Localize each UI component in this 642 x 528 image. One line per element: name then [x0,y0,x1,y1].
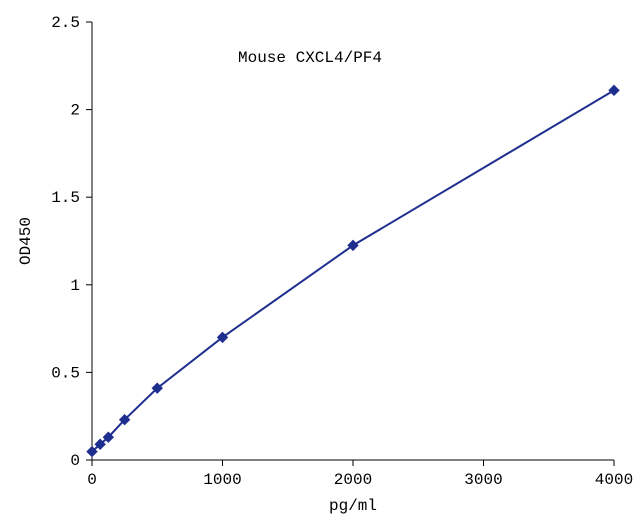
x-tick-label: 2000 [334,471,372,489]
y-tick-label: 1 [70,277,80,295]
y-tick-label: 0.5 [51,364,80,382]
y-axis-label: OD450 [17,217,35,265]
x-tick-label: 1000 [203,471,241,489]
y-tick-label: 2 [70,102,80,120]
y-tick-label: 2.5 [51,14,80,32]
x-tick-label: 0 [87,471,97,489]
x-tick-label: 3000 [464,471,502,489]
chart-title: Mouse CXCL4/PF4 [238,49,382,67]
x-axis-label: pg/ml [329,497,377,515]
chart-container: 0 1000 2000 3000 4000 0 0.5 1 1.5 2 2.5 Mouse CXCL4… [0,0,642,528]
y-tick-label: 1.5 [51,189,80,207]
elisa-standard-curve-chart: 0 1000 2000 3000 4000 0 0.5 1 1.5 2 2.5 Mouse CXCL4… [0,0,642,528]
x-tick-label: 4000 [595,471,633,489]
y-tick-label: 0 [70,452,80,470]
